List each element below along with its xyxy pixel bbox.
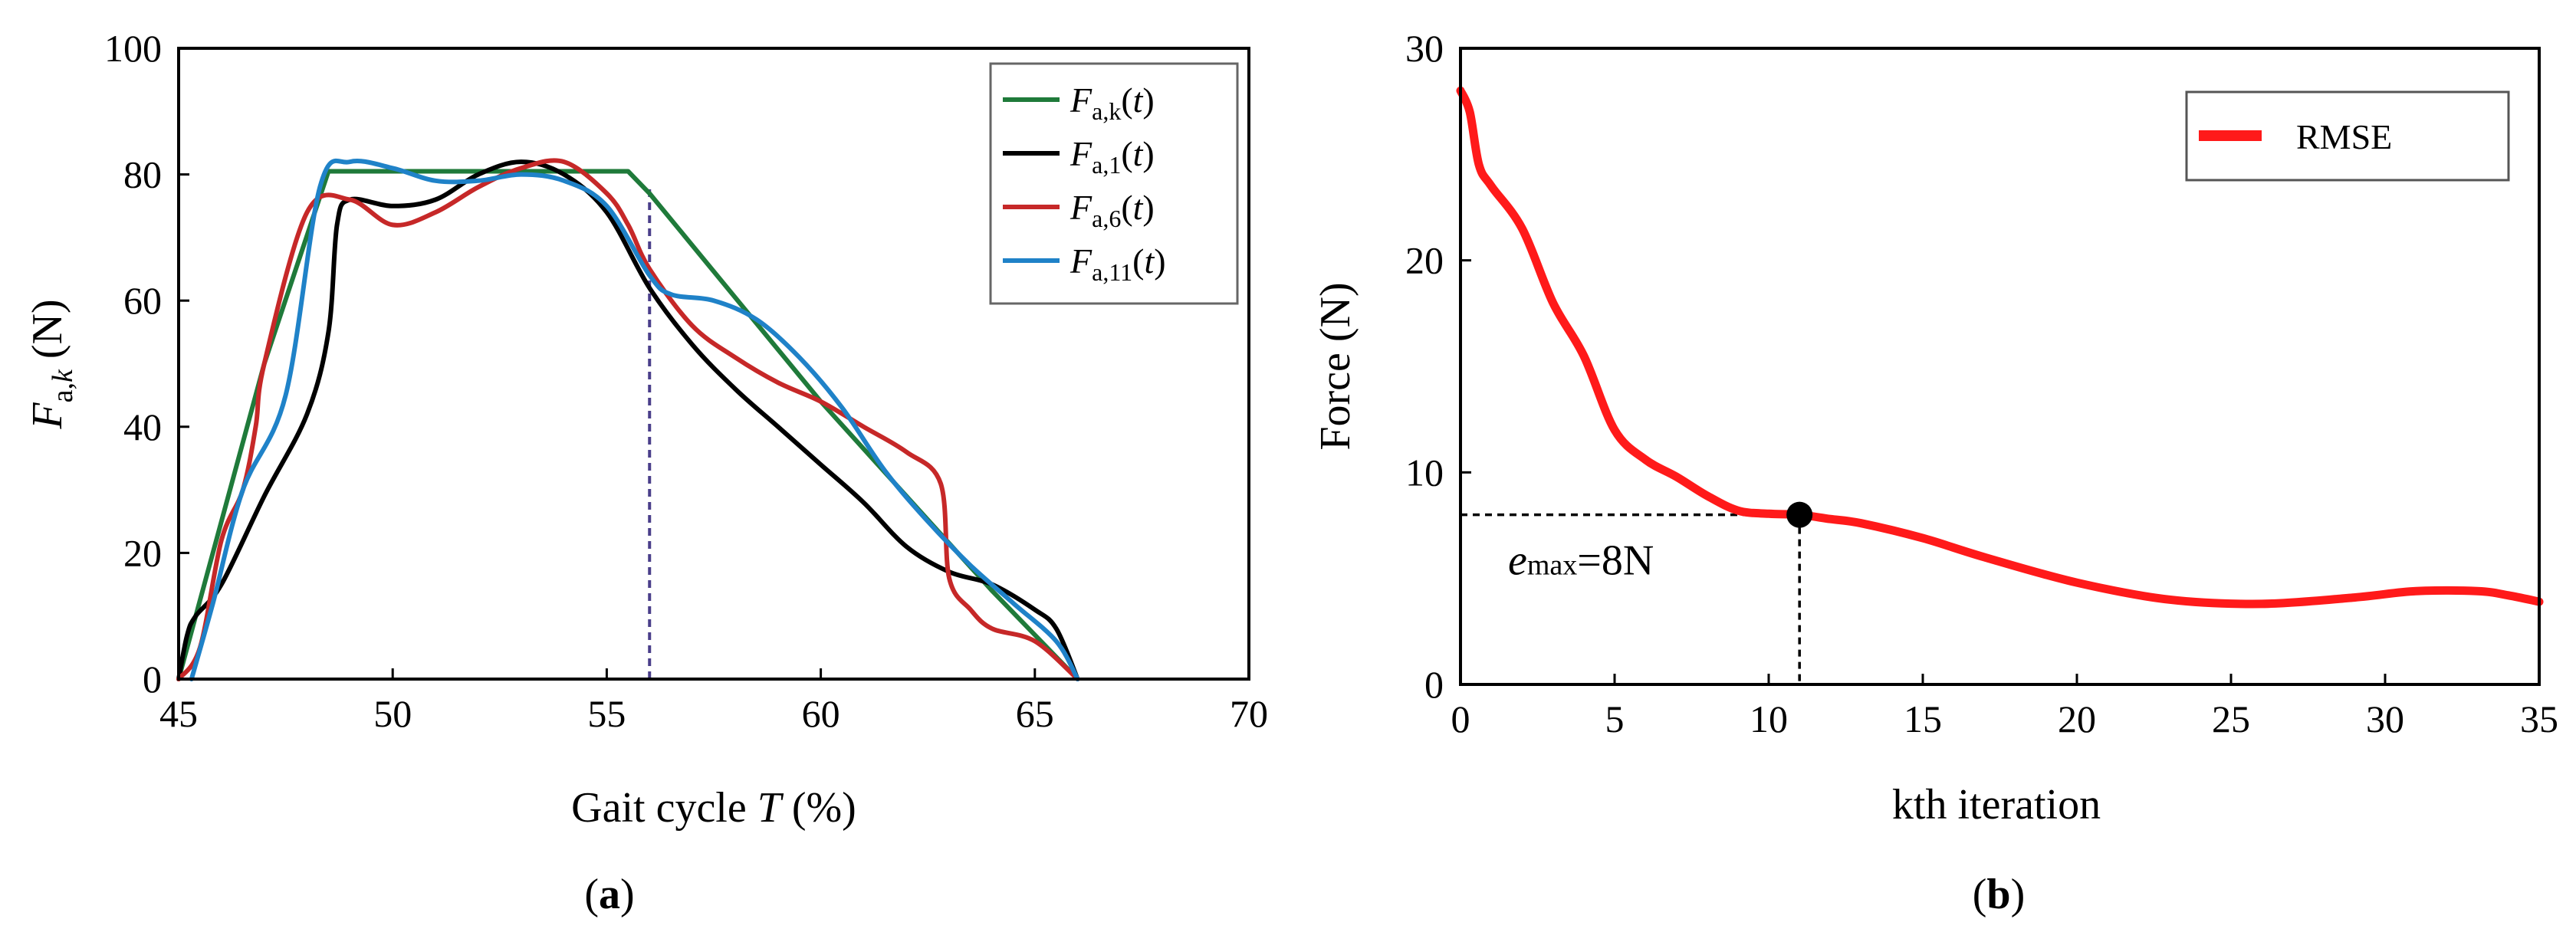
panel-b-x-tick-label: 30 [2366, 697, 2404, 740]
panel-a-x-tick-label: 60 [802, 692, 840, 735]
panel-a-legend-label: Fa,11(t) [1070, 241, 1166, 286]
panel-b-marker-label: emax=8N [1508, 537, 1654, 585]
panel-a-x-axis-title: Gait cycle T (%) [571, 784, 856, 832]
panel-a-ticks: 45 50 55 60 65 70 0 20 40 60 80 100 [104, 27, 1268, 735]
panel-b-y-tick-label: 30 [1405, 27, 1444, 70]
panel-a-plot-area [176, 158, 1080, 681]
panel-a-x-tick-label: 65 [1016, 692, 1054, 735]
panel-b-y-tick-label: 0 [1424, 663, 1444, 706]
panel-a-legend-box [989, 62, 1239, 305]
panel-a-y-tick-label: 100 [104, 27, 162, 70]
panel-b-x-tick-label: 25 [2212, 697, 2250, 740]
panel-b-x-tick-label: 35 [2520, 697, 2558, 740]
panel-a-axes-frame [177, 47, 1250, 681]
panel-a-y-tick-label: 80 [123, 153, 162, 196]
panel-a-legend: Fa,k(t) Fa,1(t) Fa,6(t) Fa,11(t) [989, 62, 1239, 305]
panel-a-chart: 45 50 55 60 65 70 0 20 40 60 80 100 Gait cycle T (%… [24, 27, 1268, 918]
panel-b-x-axis-title: kth iteration [1892, 781, 2101, 829]
panel-b-label: (b) [1973, 871, 2025, 918]
panel-b-legend: RMSE [2185, 90, 2510, 182]
panel-b-y-tick-label: 10 [1405, 451, 1444, 494]
panel-a-series-line-3 [176, 158, 1080, 681]
panel-a-series-line-4 [189, 158, 1080, 681]
panel-a-y-tick-label: 0 [143, 658, 162, 701]
panel-b-ticks: 0 5 10 15 20 25 30 35 0 10 20 30 [1405, 27, 2558, 740]
panel-a-legend-label: Fa,1(t) [1070, 134, 1155, 179]
panel-a-y-tick-label: 40 [123, 405, 162, 448]
panel-b-chart: emax=8N 0 5 10 15 20 25 30 35 0 10 20 30 kth iterat… [1312, 27, 2558, 918]
panel-b-x-tick-label: 20 [2058, 697, 2096, 740]
panel-a-x-tick-label: 45 [159, 692, 198, 735]
panel-a-x-tick-label: 50 [373, 692, 412, 735]
panel-a-y-axis-title: Fa,k (N) [24, 299, 79, 429]
panel-a-y-tick-label: 20 [123, 531, 162, 574]
panel-a-x-tick-label: 70 [1230, 692, 1268, 735]
panel-a-label: (a) [584, 871, 634, 918]
panel-b-axes-frame [1459, 47, 2541, 686]
panel-b-x-tick-label: 5 [1605, 697, 1625, 740]
panel-b-x-tick-label: 15 [1904, 697, 1942, 740]
panel-b-marker-point [1786, 501, 1813, 528]
panel-b-y-axis-title: Force (N) [1312, 282, 1359, 450]
panel-a-x-tick-label: 55 [587, 692, 626, 735]
panel-b-y-tick-label: 20 [1405, 239, 1444, 282]
panel-a-series-line-2 [176, 159, 1080, 681]
panel-a-legend-label: Fa,k(t) [1070, 80, 1155, 125]
panel-b-x-tick-label: 0 [1451, 697, 1470, 740]
panel-a-legend-label: Fa,6(t) [1070, 188, 1155, 232]
panel-b-legend-label: RMSE [2296, 117, 2392, 156]
panel-a-y-tick-label: 60 [123, 279, 162, 322]
panel-b-x-tick-label: 10 [1750, 697, 1788, 740]
panel-b-plot-area: emax=8N [1456, 86, 2544, 684]
